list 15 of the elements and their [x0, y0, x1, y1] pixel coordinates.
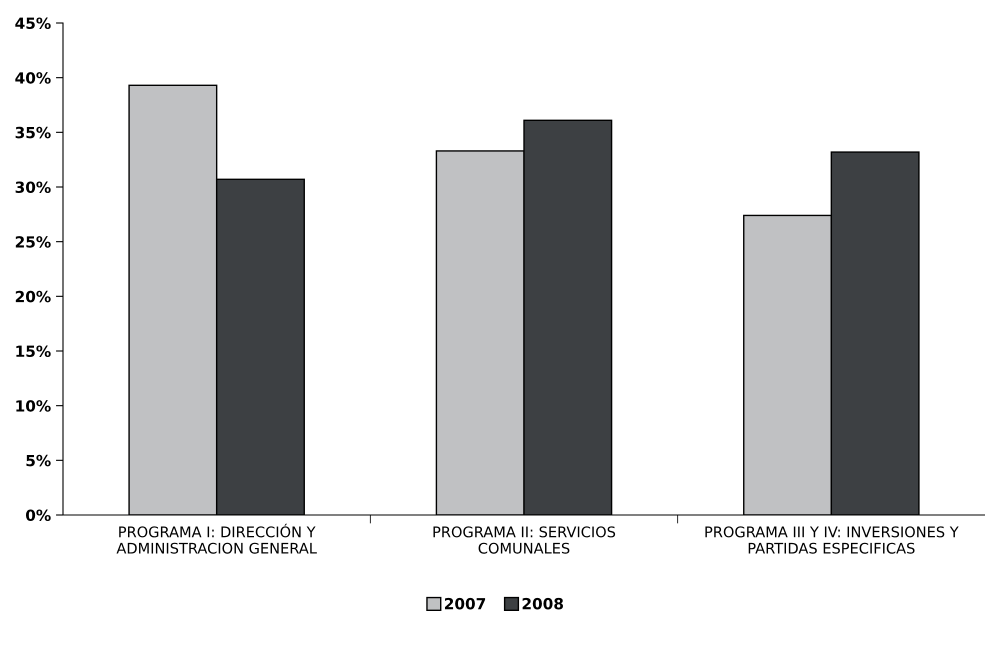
y-tick-label: 35%: [16, 126, 51, 138]
y-tick-label: 30%: [16, 181, 51, 194]
y-tick-label: 40%: [15, 72, 51, 84]
y-tick-label: 45%: [15, 17, 51, 30]
legend-label: 2008: [522, 598, 563, 610]
y-tick-label: 25%: [16, 236, 51, 248]
x-tick-label: PROGRAMA II: SERVICIOS COMUNALES: [433, 526, 616, 554]
x-tick-label: PROGRAMA III Y IV: INVERSIONES Y PARTIDAS ESPECIFICAS: [705, 526, 959, 554]
y-tick-label: 15%: [16, 345, 51, 358]
y-tick-label: 20%: [16, 290, 51, 302]
y-tick-label: 10%: [16, 400, 51, 412]
y-tick-label: 0%: [26, 509, 51, 522]
x-tick-label: PROGRAMA I: DIRECCIÓN Y ADMINISTRACION GENERAL: [116, 524, 317, 554]
y-tick-label: 5%: [26, 454, 51, 466]
legend-label: 2007: [444, 598, 486, 610]
